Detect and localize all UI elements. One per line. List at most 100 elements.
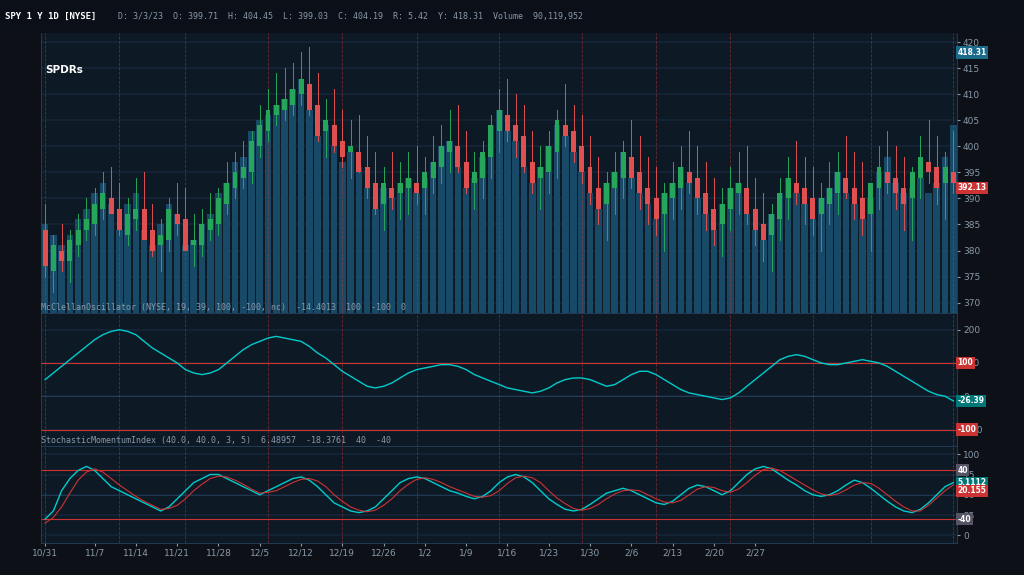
Bar bbox=[670, 183, 675, 198]
Bar bbox=[934, 167, 939, 188]
Bar bbox=[711, 229, 717, 313]
Bar bbox=[397, 183, 402, 193]
Bar bbox=[686, 183, 692, 313]
Text: D: 3/3/23  O: 399.71  H: 404.45  L: 399.03  C: 404.19  R: 5.42  Y: 418.31  Volum: D: 3/3/23 O: 399.71 H: 404.45 L: 399.03 … bbox=[118, 12, 583, 21]
Text: 392.13: 392.13 bbox=[957, 183, 986, 193]
Bar bbox=[844, 178, 849, 193]
Bar bbox=[637, 172, 642, 193]
Bar bbox=[505, 115, 510, 131]
Bar bbox=[347, 151, 354, 313]
Bar bbox=[951, 172, 955, 183]
Bar bbox=[480, 151, 485, 178]
Bar bbox=[595, 209, 601, 313]
Bar bbox=[306, 110, 312, 313]
Bar bbox=[908, 188, 915, 313]
Bar bbox=[884, 157, 891, 313]
Bar bbox=[200, 224, 205, 246]
Bar bbox=[538, 167, 543, 178]
Bar bbox=[91, 193, 98, 313]
Bar bbox=[133, 193, 139, 313]
Bar bbox=[662, 193, 667, 214]
Bar bbox=[885, 172, 890, 183]
Bar bbox=[182, 246, 188, 313]
Bar bbox=[406, 178, 411, 188]
Bar bbox=[587, 193, 593, 313]
Bar bbox=[256, 120, 263, 313]
Bar bbox=[207, 214, 214, 313]
Bar bbox=[430, 162, 436, 313]
Bar bbox=[835, 172, 841, 313]
Bar bbox=[867, 198, 874, 313]
Bar bbox=[942, 157, 948, 313]
Text: -40: -40 bbox=[957, 515, 971, 524]
Bar bbox=[926, 162, 931, 172]
Bar bbox=[43, 229, 47, 266]
Bar bbox=[621, 151, 626, 178]
Bar bbox=[68, 240, 73, 261]
Bar bbox=[694, 198, 700, 313]
Bar bbox=[629, 157, 634, 178]
Bar bbox=[513, 125, 518, 141]
Bar bbox=[521, 136, 526, 167]
Bar bbox=[760, 240, 767, 313]
Bar bbox=[249, 141, 254, 172]
Bar bbox=[50, 235, 56, 313]
Bar bbox=[859, 219, 866, 313]
Bar bbox=[257, 125, 262, 146]
Bar bbox=[332, 125, 337, 146]
Bar bbox=[727, 188, 733, 313]
Bar bbox=[719, 204, 725, 313]
Bar bbox=[240, 157, 247, 313]
Bar bbox=[191, 240, 197, 246]
Bar bbox=[563, 125, 567, 136]
Bar bbox=[299, 79, 303, 94]
Bar bbox=[579, 172, 585, 313]
Bar bbox=[116, 229, 123, 313]
Bar bbox=[406, 178, 412, 313]
Bar bbox=[893, 178, 898, 193]
Bar bbox=[479, 157, 486, 313]
Bar bbox=[488, 125, 494, 157]
Bar bbox=[208, 219, 213, 229]
Bar bbox=[712, 209, 717, 229]
Bar bbox=[84, 219, 89, 229]
Bar bbox=[315, 105, 321, 136]
Bar bbox=[554, 125, 560, 313]
Bar bbox=[109, 198, 114, 214]
Bar bbox=[736, 183, 741, 193]
Bar bbox=[158, 224, 164, 313]
Bar bbox=[92, 204, 97, 224]
Bar bbox=[851, 204, 857, 313]
Bar bbox=[158, 235, 163, 246]
Bar bbox=[743, 214, 751, 313]
Bar bbox=[223, 183, 230, 313]
Bar bbox=[431, 162, 435, 178]
Bar bbox=[447, 141, 453, 151]
Bar bbox=[355, 167, 362, 313]
Bar bbox=[314, 136, 321, 313]
Bar bbox=[265, 115, 271, 313]
Bar bbox=[232, 172, 238, 188]
Bar bbox=[331, 146, 337, 313]
Bar bbox=[826, 188, 833, 313]
Bar bbox=[753, 209, 758, 229]
Bar bbox=[761, 224, 766, 240]
Bar bbox=[455, 167, 461, 313]
Bar bbox=[950, 125, 956, 313]
Bar bbox=[604, 183, 609, 204]
Bar bbox=[720, 204, 725, 224]
Bar bbox=[735, 183, 742, 313]
Bar bbox=[794, 193, 800, 313]
Bar bbox=[423, 172, 427, 188]
Bar bbox=[900, 193, 907, 313]
Bar bbox=[380, 188, 387, 313]
Bar bbox=[42, 224, 48, 313]
Bar bbox=[340, 141, 345, 157]
Text: 418.31: 418.31 bbox=[957, 48, 987, 57]
Bar bbox=[464, 162, 469, 188]
Bar bbox=[241, 167, 246, 178]
Bar bbox=[596, 188, 601, 209]
Text: StochasticMomentumIndex (40.0, 40.0, 3, 5)  6.48957  -18.3761  40  -40: StochasticMomentumIndex (40.0, 40.0, 3, … bbox=[41, 436, 391, 446]
Bar bbox=[446, 141, 453, 313]
Bar bbox=[58, 246, 65, 313]
